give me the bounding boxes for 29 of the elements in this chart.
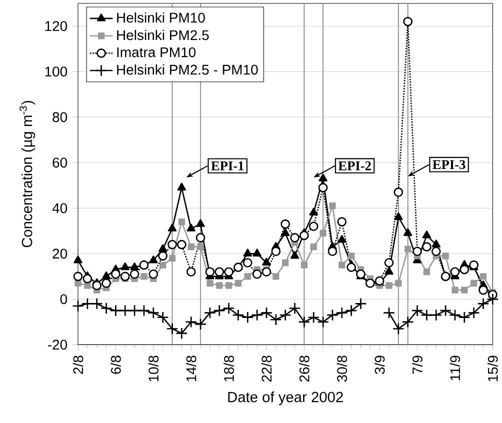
annotation: EPI-2 <box>338 162 371 170</box>
y-tick-label: 20 <box>52 248 68 259</box>
legend-label: Imatra PM10 <box>117 47 196 58</box>
x-tick-label: 15/9 <box>488 356 498 382</box>
y-tick-label: -20 <box>48 340 68 350</box>
y-tick-label: 120 <box>45 21 68 32</box>
y-tick-label: 80 <box>52 112 68 122</box>
y-tick-label: 100 <box>45 66 68 77</box>
annotation: EPI-3 <box>432 160 466 170</box>
x-tick-label: 30/8 <box>336 356 348 382</box>
legend-label: Helsinki PM2.5 - PM10 <box>117 64 258 75</box>
annotation: EPI-1 <box>211 162 244 170</box>
x-tick-label: 18/8 <box>224 356 234 382</box>
y-axis-title: Concentration (µg m$^{-3}$) <box>20 101 36 248</box>
x-tick-label: 11/9 <box>450 356 460 380</box>
x-tick-label: 14/8 <box>186 356 196 382</box>
y-tick-label: 40 <box>52 203 68 214</box>
x-tick-label: 26/8 <box>299 356 310 382</box>
y-tick-label: 0 <box>60 294 68 304</box>
x-axis-title: Date of year 2002 <box>228 392 343 406</box>
y-tick-label: 60 <box>52 158 68 168</box>
legend-label: Helsinki PM10 <box>117 12 205 23</box>
legend-label: Helsinki PM2.5 <box>117 30 209 40</box>
x-tick-label: 3/9 <box>374 356 385 374</box>
x-tick-label: 2/8 <box>72 356 84 374</box>
x-tick-label: 10/8 <box>148 356 159 382</box>
x-tick-label: 22/8 <box>261 356 272 382</box>
x-tick-label: 7/9 <box>412 356 422 374</box>
x-tick-label: 6/8 <box>110 356 121 374</box>
